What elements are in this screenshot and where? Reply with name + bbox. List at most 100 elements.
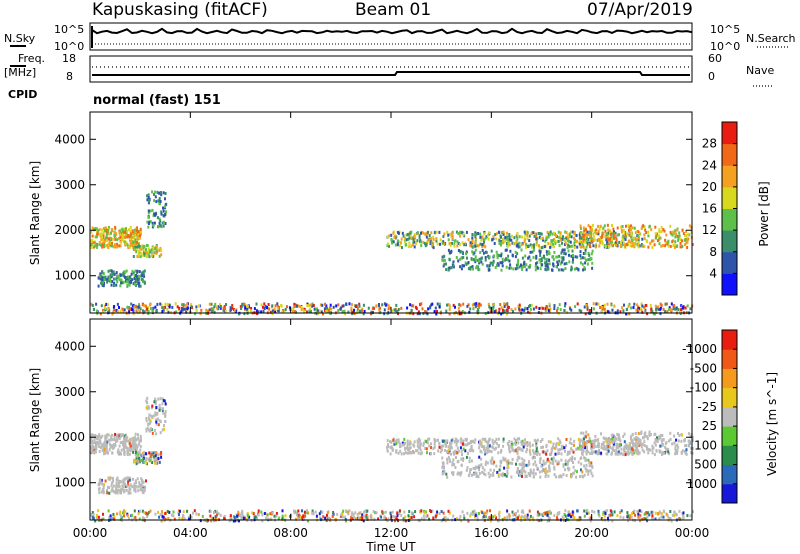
- scatter-cell: [659, 434, 662, 438]
- scatter-cell: [522, 510, 525, 514]
- scatter-cell: [422, 441, 425, 445]
- scatter-cell: [486, 509, 489, 513]
- scatter-cell: [160, 210, 163, 214]
- scatter-cell: [581, 452, 584, 456]
- scatter-cell: [119, 284, 122, 288]
- scatter-cell: [629, 435, 632, 439]
- scatter-cell: [153, 221, 156, 225]
- scatter-cell: [127, 491, 130, 495]
- scatter-cell: [581, 240, 583, 244]
- scatter-cell: [90, 246, 93, 250]
- scatter-cell: [164, 420, 167, 423]
- scatter-cell: [465, 252, 467, 256]
- scatter-cell: [499, 234, 502, 238]
- scatter-cell: [460, 441, 463, 445]
- scatter-cell: [636, 510, 639, 513]
- scatter-cell: [153, 192, 155, 196]
- scatter-cell: [155, 420, 158, 424]
- scatter-cell: [456, 472, 459, 476]
- scatter-cell: [481, 511, 484, 515]
- scatter-cell: [162, 206, 164, 210]
- scatter-cell: [659, 444, 662, 448]
- scatter-cell: [102, 231, 105, 235]
- scatter-cell: [678, 517, 681, 521]
- scatter-cell: [610, 433, 613, 437]
- scatter-cell: [654, 304, 657, 308]
- scatter-cell: [586, 230, 589, 234]
- scatter-cell: [638, 509, 641, 513]
- scatter-cell: [529, 444, 532, 448]
- scatter-cell: [314, 510, 317, 514]
- scatter-cell: [516, 451, 519, 455]
- scatter-cell: [562, 473, 565, 476]
- scatter-cell: [630, 238, 633, 242]
- scatter-cell: [134, 238, 137, 242]
- scatter-cell: [329, 303, 332, 307]
- scatter-cell: [515, 511, 517, 515]
- scatter-cell: [547, 510, 550, 514]
- scatter-cell: [138, 510, 140, 514]
- scatter-cell: [660, 303, 663, 307]
- scatter-cell: [629, 228, 632, 232]
- scatter-cell: [138, 452, 141, 455]
- scatter-cell: [151, 404, 154, 408]
- scatter-cell: [448, 233, 451, 236]
- scatter-cell: [621, 306, 624, 310]
- scatter-cell: [168, 510, 171, 514]
- scatter-cell: [589, 225, 592, 229]
- scatter-cell: [353, 515, 355, 519]
- scatter-cell: [362, 312, 365, 316]
- scatter-cell: [599, 241, 602, 245]
- scatter-cell: [543, 255, 545, 259]
- scatter-cell: [145, 479, 147, 483]
- scatter-cell: [498, 239, 501, 242]
- scatter-cell: [97, 483, 100, 487]
- scatter-cell: [386, 519, 389, 523]
- scatter-cell: [526, 237, 529, 241]
- scatter-cell: [546, 257, 549, 261]
- scatter-cell: [573, 236, 575, 240]
- scatter-cell: [444, 440, 447, 444]
- scatter-cell: [120, 448, 123, 452]
- scatter-cell: [518, 265, 521, 269]
- scatter-cell: [564, 449, 566, 453]
- scatter-cell: [326, 306, 328, 310]
- scatter-cell: [566, 245, 569, 249]
- scatter-cell: [584, 235, 587, 239]
- scatter-cell: [105, 233, 108, 237]
- scatter-cell: [582, 234, 585, 238]
- scatter-cell: [375, 511, 378, 515]
- scatter-cell: [545, 473, 548, 477]
- scatter-cell: [631, 432, 634, 436]
- scatter-cell: [381, 303, 384, 307]
- scatter-cell: [387, 445, 390, 448]
- scatter-cell: [161, 515, 164, 519]
- scatter-cell: [467, 442, 470, 446]
- scatter-cell: [501, 257, 504, 261]
- scatter-cell: [153, 212, 156, 216]
- scatter-cell: [308, 304, 311, 307]
- scatter-cell: [685, 448, 688, 452]
- scatter-cell: [610, 303, 613, 307]
- scatter-cell: [517, 258, 520, 262]
- scatter-cell: [346, 510, 349, 514]
- scatter-cell: [147, 225, 150, 229]
- scatter-cell: [502, 232, 505, 236]
- scatter-cell: [162, 399, 165, 403]
- scatter-cell: [522, 441, 525, 445]
- scatter-cell: [106, 280, 109, 284]
- scatter-cell: [154, 454, 157, 458]
- scatter-cell: [519, 263, 522, 267]
- scatter-cell: [435, 237, 438, 241]
- scatter-cell: [164, 302, 167, 306]
- scatter-cell: [516, 261, 519, 265]
- scatter-cell: [415, 242, 418, 246]
- scatter-cell: [412, 304, 415, 308]
- scatter-cell: [480, 443, 483, 447]
- scatter-cell: [617, 444, 620, 448]
- scatter-cell: [510, 440, 513, 444]
- scatter-cell: [413, 235, 416, 238]
- scatter-cell: [98, 232, 101, 236]
- scatter-cell: [111, 489, 114, 493]
- scatter-cell: [126, 436, 129, 440]
